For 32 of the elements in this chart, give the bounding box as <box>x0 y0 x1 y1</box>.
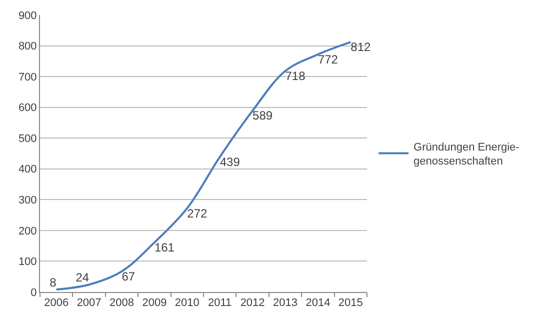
y-tick-label: 700 <box>18 71 37 84</box>
data-label: 439 <box>220 154 240 169</box>
x-tick-label: 2012 <box>240 297 265 310</box>
x-tick-label: 2011 <box>208 297 232 310</box>
x-tick-label: 2006 <box>44 297 69 310</box>
line-series <box>55 41 352 291</box>
legend-label: Gründungen Energie- genossenschaften <box>414 141 520 168</box>
x-tick-label: 2015 <box>338 297 363 310</box>
x-tick-label: 2007 <box>76 297 102 310</box>
data-label: 812 <box>350 40 371 54</box>
y-tick-label: 400 <box>18 164 37 176</box>
y-tick-label: 600 <box>18 102 37 114</box>
data-label: 161 <box>154 240 175 254</box>
y-tick-label: 800 <box>18 40 37 53</box>
data-label: 589 <box>252 108 273 123</box>
y-tick-label: 900 <box>18 10 37 22</box>
data-label: 67 <box>122 269 136 284</box>
data-label: 772 <box>318 52 338 66</box>
y-tick-label: 200 <box>18 225 37 238</box>
data-label: 718 <box>285 69 306 84</box>
x-tick-label: 2009 <box>142 297 167 310</box>
y-tick-label: 300 <box>18 194 37 207</box>
y-tick-label: 0 <box>30 286 37 299</box>
x-tick-label: 2013 <box>273 297 298 310</box>
y-tick-label: 100 <box>18 256 37 268</box>
data-label: 272 <box>187 206 208 220</box>
data-label: 24 <box>76 270 90 285</box>
data-label: 8 <box>50 276 57 290</box>
x-tick-label: 2010 <box>174 297 200 310</box>
x-tick-label: 2008 <box>110 297 134 310</box>
x-tick-label: 2014 <box>306 297 330 310</box>
y-tick-label: 500 <box>18 132 37 145</box>
